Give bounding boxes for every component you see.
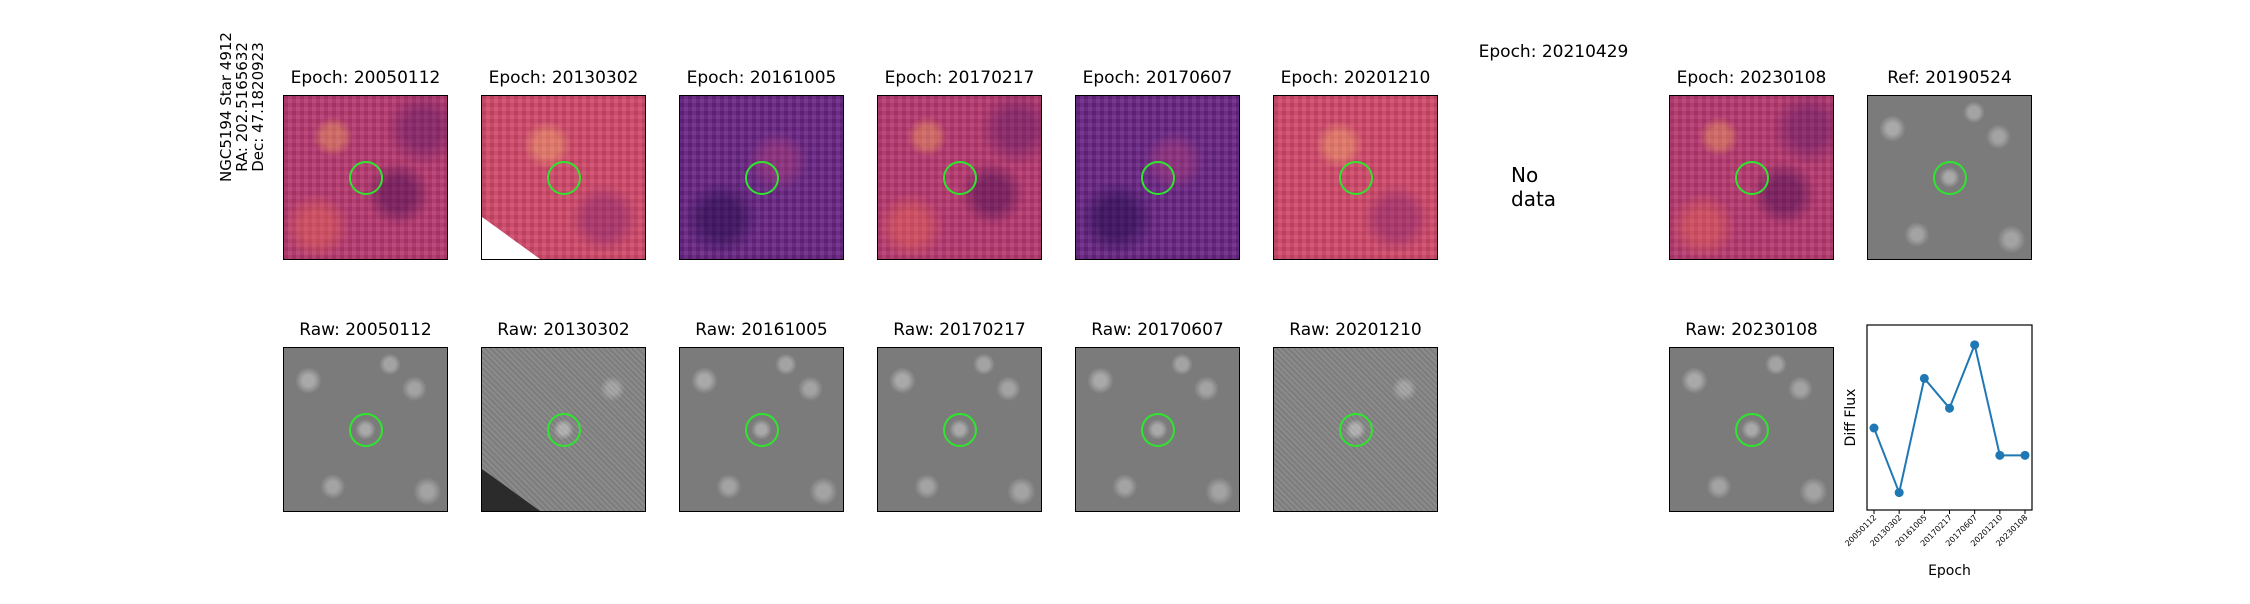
ref-image xyxy=(1867,95,2032,260)
chart-axes-frame xyxy=(1866,324,2033,511)
aperture-circle xyxy=(547,413,581,447)
diff-panel-title: Epoch: 20130302 xyxy=(488,68,639,88)
diff-panel-title: Epoch: 20230108 xyxy=(1676,68,1827,88)
data-point xyxy=(2020,450,2030,460)
aperture-circle xyxy=(745,161,779,195)
data-point xyxy=(1869,423,1879,433)
masked-region xyxy=(482,217,540,259)
raw-image xyxy=(1075,347,1240,512)
diff-panel-title: Epoch: 20210429 xyxy=(1478,42,1629,62)
target-name: NGC5194 Star 4912 xyxy=(217,32,235,182)
data-point xyxy=(1894,488,1904,498)
aperture-circle xyxy=(943,413,977,447)
raw-image xyxy=(1273,347,1438,512)
data-point xyxy=(1919,373,1929,383)
diff-image xyxy=(481,95,646,260)
diff-panel-title: Epoch: 20170217 xyxy=(884,68,1035,88)
target-label: NGC5194 Star 4912 RA: 202.5165632 Dec: 4… xyxy=(217,32,267,182)
aperture-circle xyxy=(1141,161,1175,195)
flux-chart: 20050112 20130302 20161005 20170217 20170607… xyxy=(1830,320,2250,600)
diff-image xyxy=(679,95,844,260)
flux-chart-svg: 2005011220130302201610052017021720170607… xyxy=(1843,324,2033,579)
x-axis-label: Epoch xyxy=(1928,563,1971,579)
diff-image xyxy=(283,95,448,260)
diff-panel-title: Epoch: 20161005 xyxy=(686,68,837,88)
aperture-circle xyxy=(1735,161,1769,195)
aperture-circle xyxy=(1141,413,1175,447)
raw-image xyxy=(679,347,844,512)
raw-panel-title: Raw: 20050112 xyxy=(299,320,432,340)
data-point xyxy=(1970,340,1980,350)
aperture-circle xyxy=(1339,413,1373,447)
aperture-circle xyxy=(1735,413,1769,447)
diff-image xyxy=(877,95,1042,260)
raw-panel-title: Raw: 20170607 xyxy=(1091,320,1224,340)
diff-image xyxy=(1669,95,1834,260)
diff-panel-title: Epoch: 20050112 xyxy=(290,68,441,88)
aperture-circle xyxy=(943,161,977,195)
aperture-circle xyxy=(547,161,581,195)
masked-region xyxy=(482,469,540,511)
aperture-circle xyxy=(745,413,779,447)
diff-image xyxy=(1273,95,1438,260)
data-point xyxy=(1945,403,1954,413)
raw-image xyxy=(877,347,1042,512)
raw-image xyxy=(481,347,646,512)
no-data-text: No data xyxy=(1511,163,1557,211)
y-axis-label: Diff Flux xyxy=(1843,389,1859,447)
diff-image xyxy=(1075,95,1240,260)
target-ra: RA: 202.5165632 xyxy=(233,42,251,172)
raw-image xyxy=(1669,347,1834,512)
flux-series-line xyxy=(1873,341,2025,497)
raw-panel-title: Raw: 20161005 xyxy=(695,320,828,340)
aperture-circle xyxy=(1933,161,1967,195)
raw-panel-title: Raw: 20130302 xyxy=(497,320,630,340)
diff-panel-title: Epoch: 20201210 xyxy=(1280,68,1431,88)
data-point xyxy=(1995,450,2005,460)
raw-panel-title: Raw: 20201210 xyxy=(1289,320,1422,340)
target-dec: Dec: 47.1820923 xyxy=(249,42,267,172)
aperture-circle xyxy=(349,413,383,447)
aperture-circle xyxy=(1339,161,1373,195)
raw-image xyxy=(283,347,448,512)
aperture-circle xyxy=(349,161,383,195)
raw-panel-title: Raw: 20230108 xyxy=(1685,320,1818,340)
diff-panel-title: Epoch: 20170607 xyxy=(1082,68,1233,88)
raw-panel-title: Raw: 20170217 xyxy=(893,320,1026,340)
ref-panel-title: Ref: 20190524 xyxy=(1887,68,2012,88)
